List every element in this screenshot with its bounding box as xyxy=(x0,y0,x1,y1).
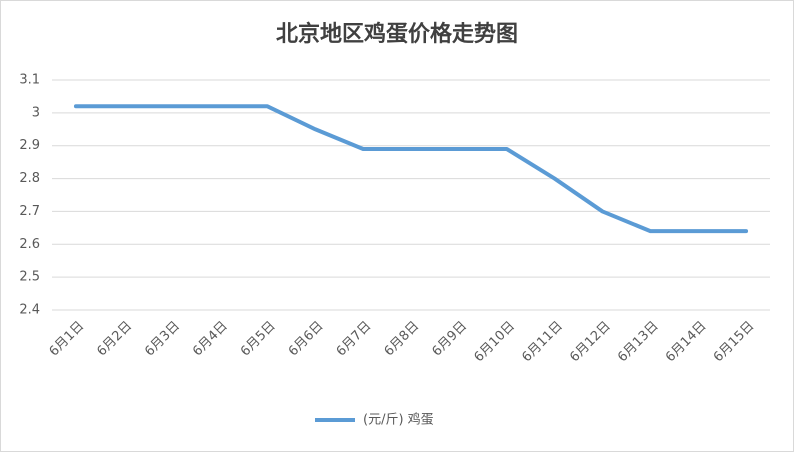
y-tick-label: 2.8 xyxy=(19,171,40,186)
line-series xyxy=(73,104,749,234)
y-tick-label: 3.1 xyxy=(19,73,40,88)
y-tick-label: 2.7 xyxy=(19,204,40,219)
legend-label: (元/斤) 鸡蛋 xyxy=(363,412,434,428)
y-tick-label: 2.9 xyxy=(19,138,40,153)
y-tick-label: 2.6 xyxy=(19,237,40,252)
y-tick-label: 2.5 xyxy=(19,270,40,285)
y-tick-label: 2.4 xyxy=(19,303,40,318)
chart-title: 北京地区鸡蛋价格走势图 xyxy=(276,21,518,47)
y-tick-label: 3 xyxy=(32,105,40,120)
